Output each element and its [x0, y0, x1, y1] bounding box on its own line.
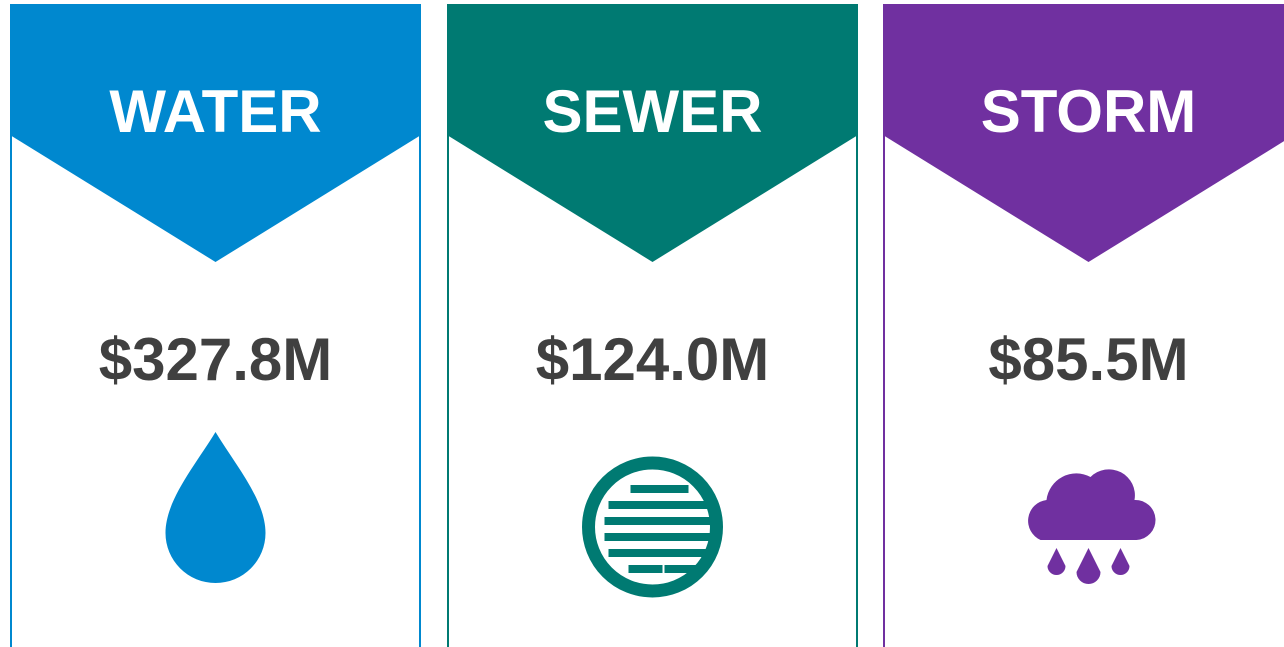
- grate-icon-bar: [604, 517, 657, 525]
- grate-icon-bar: [656, 517, 715, 525]
- card-banner: [447, 5, 858, 262]
- rain-drop-icon: [1047, 548, 1066, 575]
- card-title: WATER: [109, 78, 321, 145]
- grate-icon-bar: [656, 501, 715, 509]
- water-drop-icon: [165, 432, 266, 583]
- grate-icon-bar: [608, 549, 657, 557]
- grate-icon-bar: [656, 533, 715, 541]
- rain-cloud-icon: [1028, 469, 1156, 540]
- card-amount: $85.5M: [988, 326, 1188, 393]
- card: SEWER $124.0M: [447, 4, 858, 647]
- grate-icon-bar: [604, 533, 657, 541]
- grate-icon-bar: [656, 485, 689, 493]
- card-banner: [10, 5, 421, 262]
- grate-icon-bar: [628, 565, 663, 573]
- card: WATER $327.8M: [10, 4, 421, 647]
- card-title: SEWER: [542, 78, 762, 145]
- grate-icon-bar: [608, 501, 661, 509]
- grate-icon-bar: [630, 485, 661, 493]
- grate-icon-bar: [656, 549, 713, 557]
- card-amount: $327.8M: [99, 326, 333, 393]
- card-amount: $124.0M: [536, 326, 770, 393]
- card-banner: [883, 5, 1284, 262]
- card-title: STORM: [981, 78, 1197, 145]
- rain-drop-icon: [1111, 548, 1130, 575]
- grate-icon-ring: [582, 456, 723, 598]
- rain-drop-icon: [1076, 548, 1101, 584]
- grate-icon-bar: [664, 565, 703, 573]
- card: STORM $85.5M: [883, 4, 1284, 647]
